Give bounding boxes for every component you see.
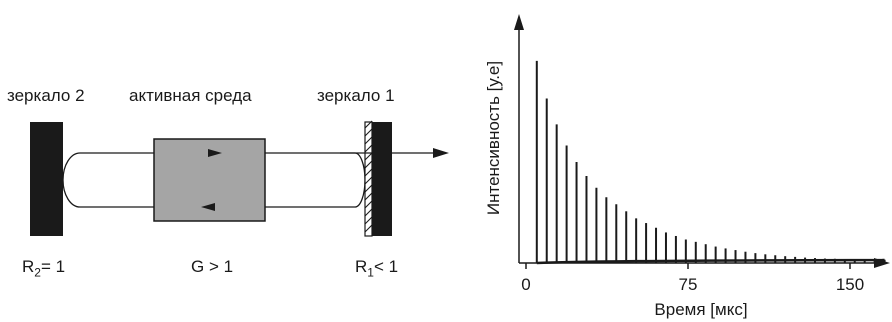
mirror-2 xyxy=(30,122,63,236)
mirror-2-reflectivity: R2= 1 xyxy=(22,257,66,280)
x-tick-label: 0 xyxy=(521,275,530,294)
mirror-1-coating xyxy=(364,121,373,237)
active-medium-label: активная среда xyxy=(129,86,252,105)
mirror-1-hatching xyxy=(364,120,373,233)
pulse-series xyxy=(535,60,886,263)
mirror-1-reflectivity: R1< 1 xyxy=(355,257,399,280)
forward-arrow-icon xyxy=(208,149,222,157)
mirror-2-label: зеркало 2 xyxy=(7,86,85,105)
x-axis-label: Время [мкс] xyxy=(654,300,747,319)
x-axis-arrow-icon xyxy=(874,258,890,268)
y-axis-label: Интенсивность [у.е] xyxy=(484,61,503,215)
x-ticks: 0 75 150 xyxy=(521,263,864,294)
output-arrow-icon xyxy=(433,148,449,158)
x-tick-label: 75 xyxy=(679,275,698,294)
gain-label: G > 1 xyxy=(191,257,234,276)
y-axis-arrow-icon xyxy=(514,14,524,30)
beam-path xyxy=(62,152,366,208)
x-tick-label: 150 xyxy=(836,275,864,294)
mirror-1-label: зеркало 1 xyxy=(317,86,395,105)
laser-resonator-diagram xyxy=(30,120,449,237)
backward-arrow-icon xyxy=(201,203,215,211)
